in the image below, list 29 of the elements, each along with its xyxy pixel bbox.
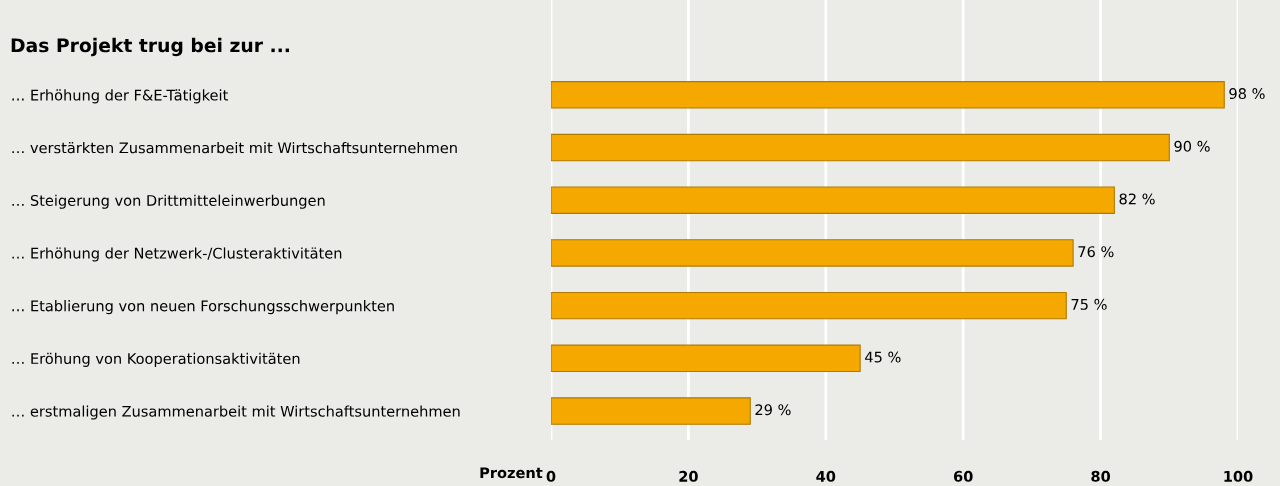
bar: [551, 291, 1067, 320]
bar: [551, 81, 1225, 109]
y-tick-label: … Erhöhung der Netzwerk-/Clusteraktivitäten: [12, 247, 342, 262]
data-label: 82 %: [1119, 193, 1155, 205]
data-label: 98 %: [1229, 88, 1265, 100]
data-label: 29 %: [755, 404, 791, 416]
y-tick-label: … Eröhung von Kooperationsaktivitäten: [12, 352, 300, 367]
data-label: 76 %: [1078, 246, 1114, 258]
data-label: 45 %: [865, 351, 901, 363]
x-tick-label: 40: [816, 470, 836, 482]
bar: [551, 186, 1115, 214]
data-label: 75 %: [1071, 298, 1107, 310]
x-tick-label: 80: [1091, 470, 1111, 482]
x-tick-label: 100: [1224, 470, 1253, 482]
bar: [551, 397, 751, 425]
bar: [551, 344, 861, 373]
y-tick-label: … Steigerung von Drittmitteleinwerbungen: [12, 194, 325, 209]
y-tick-label: … verstärkten Zusammenarbeit mit Wirtschaftsunternehmen: [12, 142, 457, 154]
y-tick-label: … Etablierung von neuen Forschungsschwerpunkten: [12, 300, 394, 315]
bar: [551, 133, 1170, 162]
data-label: 90 %: [1174, 140, 1210, 152]
text: Das Projekt trug bei zur ...: [11, 37, 289, 57]
x-tick-label: 0: [546, 470, 556, 482]
y-tick-label: … erstmaligen Zusammenarbeit mit Wirtschaftsunternehmen: [12, 405, 460, 420]
y-tick-label: … Erhöhung der F&E-Tätigkeit: [12, 89, 228, 104]
x-tick-label: 20: [679, 470, 698, 482]
x-axis-title: Prozent: [480, 467, 543, 479]
bar: [551, 239, 1074, 267]
x-tick-label: 60: [953, 470, 973, 482]
